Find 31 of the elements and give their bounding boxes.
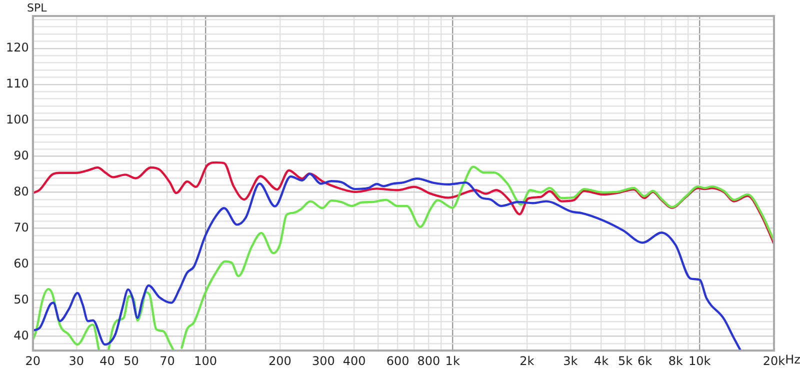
y-tick-label: 120 bbox=[6, 40, 29, 55]
x-tick-label: 50 bbox=[124, 354, 139, 368]
x-tick-label: 600 bbox=[386, 354, 410, 368]
y-tick-label: 60 bbox=[14, 256, 29, 270]
y-tick-label: 80 bbox=[14, 184, 29, 198]
x-tick-label: 20 bbox=[25, 354, 41, 368]
x-tick-label: 100 bbox=[194, 354, 218, 368]
x-tick-label: 6k bbox=[638, 354, 652, 368]
y-tick-label: 100 bbox=[6, 112, 29, 126]
x-tick-label: 400 bbox=[342, 354, 366, 368]
y-tick-label: 90 bbox=[14, 148, 29, 162]
x-tick-label: 5k bbox=[618, 354, 633, 368]
x-tick-label: 30 bbox=[68, 354, 84, 368]
x-tick-label: 2k bbox=[520, 354, 534, 368]
x-tick-label: 4k bbox=[594, 354, 609, 368]
x-tick-label: 3k bbox=[563, 354, 578, 368]
x-tick-label: 1k bbox=[445, 354, 460, 368]
x-tick-label: 300 bbox=[312, 354, 335, 368]
x-tick-label: 800 bbox=[417, 354, 440, 368]
y-tick-label: 40 bbox=[14, 328, 29, 342]
x-tick-label: 10k bbox=[688, 354, 711, 368]
x-tick-label: 20k bbox=[762, 354, 786, 368]
y-axis-title: SPL bbox=[27, 1, 48, 14]
x-tick-label: 200 bbox=[268, 354, 292, 368]
y-tick-label: 70 bbox=[14, 220, 29, 234]
x-axis-title: Hz bbox=[785, 352, 800, 367]
x-tick-label: 8k bbox=[668, 354, 684, 368]
x-tick-label: 70 bbox=[160, 354, 175, 368]
y-tick-label: 50 bbox=[14, 292, 29, 306]
y-tick-label: 110 bbox=[6, 76, 29, 90]
x-tick-label: 40 bbox=[100, 354, 115, 368]
